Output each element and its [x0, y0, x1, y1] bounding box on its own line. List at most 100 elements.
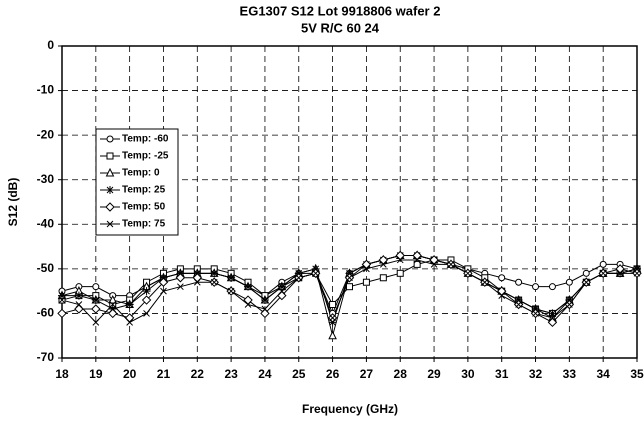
marker: [413, 260, 421, 268]
x-tick-label: 27: [360, 367, 374, 381]
marker: [582, 269, 590, 277]
marker: [57, 308, 67, 319]
marker: [362, 278, 370, 286]
marker: [396, 269, 404, 277]
x-tick-label: 26: [326, 367, 340, 381]
legend-marker: [105, 202, 115, 212]
marker: [193, 278, 201, 286]
marker: [75, 301, 83, 308]
marker: [158, 277, 169, 287]
legend-marker: [106, 186, 114, 194]
marker: [549, 314, 556, 322]
marker: [379, 261, 387, 268]
legend-marker: [106, 135, 114, 143]
x-tick-label: 19: [89, 367, 103, 381]
marker: [582, 278, 590, 286]
marker: [261, 305, 269, 313]
x-tick-label: 29: [427, 367, 441, 381]
marker: [633, 269, 641, 277]
x-tick-label: 21: [157, 367, 171, 381]
marker: [548, 283, 556, 291]
marker: [346, 274, 353, 282]
marker: [329, 314, 336, 322]
marker: [565, 301, 573, 308]
x-tick-label: 35: [630, 367, 644, 381]
marker: [278, 287, 286, 295]
x-tick-label: 25: [292, 367, 306, 381]
marker: [227, 273, 236, 282]
legend-label: Temp: 50: [122, 202, 166, 213]
y-tick-label: 0: [47, 38, 54, 52]
marker: [616, 269, 624, 277]
marker: [91, 304, 101, 314]
marker: [177, 283, 184, 291]
legend-marker: [105, 167, 115, 177]
marker: [430, 261, 438, 268]
marker: [346, 283, 353, 291]
legend-box: [95, 128, 179, 236]
marker: [532, 283, 540, 291]
legend-label: Temp: 25: [122, 185, 166, 196]
legend-marker: [106, 152, 114, 160]
marker: [108, 294, 118, 304]
x-axis-title: Frequency (GHz): [302, 402, 398, 416]
x-tick-label: 33: [563, 367, 577, 381]
legend-label: Temp: 75: [122, 219, 166, 230]
marker: [210, 269, 219, 278]
y-tick-label: -60: [37, 306, 55, 320]
x-tick-label: 31: [495, 367, 509, 381]
marker: [109, 301, 117, 308]
marker: [142, 287, 151, 296]
marker: [210, 278, 218, 286]
marker: [464, 269, 472, 277]
marker: [58, 291, 66, 300]
marker: [91, 296, 100, 305]
marker: [515, 278, 523, 286]
legend-label: Temp: 0: [122, 168, 160, 179]
marker: [548, 309, 557, 318]
x-tick-label: 30: [461, 367, 475, 381]
legend-label: Temp: -25: [122, 151, 169, 162]
marker: [498, 274, 506, 282]
marker: [328, 330, 337, 340]
marker: [126, 318, 134, 326]
marker: [379, 274, 387, 282]
marker: [244, 282, 253, 291]
marker: [599, 269, 607, 277]
legend-marker: [106, 220, 114, 228]
y-tick-label: -40: [37, 216, 55, 230]
marker: [295, 274, 303, 282]
marker: [244, 301, 252, 308]
x-tick-label: 18: [55, 367, 69, 381]
x-tick-label: 23: [224, 367, 238, 381]
chart-subtitle: 5V R/C 60 24: [301, 20, 380, 35]
y-axis-title: S12 (dB): [6, 178, 20, 227]
marker: [260, 296, 269, 305]
y-tick-label: -70: [37, 350, 55, 364]
marker: [312, 269, 320, 277]
legend-label: Temp: -60: [122, 134, 169, 145]
x-tick-label: 32: [529, 367, 543, 381]
y-tick-label: -20: [37, 127, 55, 141]
x-tick-label: 22: [191, 367, 205, 381]
y-tick-label: -10: [37, 83, 55, 97]
marker: [92, 318, 100, 326]
x-tick-label: 20: [123, 367, 137, 381]
marker: [175, 273, 186, 283]
marker: [125, 300, 134, 309]
marker: [141, 295, 152, 305]
marker: [532, 310, 539, 317]
marker: [481, 278, 489, 286]
marker: [160, 287, 167, 295]
x-tick-label: 34: [596, 367, 610, 381]
x-tick-label: 24: [258, 367, 272, 381]
y-tick-label: -50: [37, 261, 55, 275]
marker: [515, 301, 522, 308]
chart-title: EG1307 S12 Lot 9918806 wafer 2: [240, 3, 441, 18]
marker: [329, 301, 337, 309]
marker: [277, 282, 286, 291]
marker: [143, 310, 150, 317]
marker: [447, 261, 455, 268]
marker: [74, 291, 83, 300]
